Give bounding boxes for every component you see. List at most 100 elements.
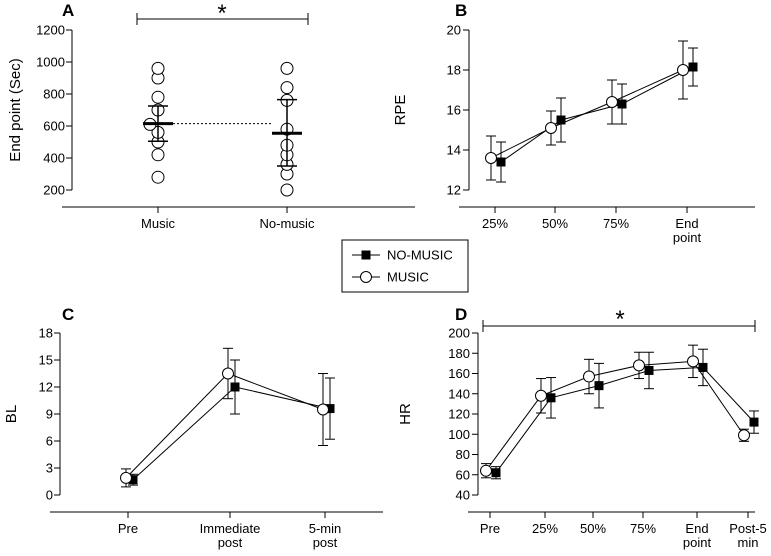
x-tick-label: Pre bbox=[118, 521, 138, 536]
data-point bbox=[633, 359, 645, 372]
data-point bbox=[280, 61, 294, 75]
series-line bbox=[125, 372, 324, 479]
data-point bbox=[491, 468, 501, 478]
series-no-music bbox=[128, 359, 335, 486]
y-tick-label: 14 bbox=[447, 143, 461, 158]
data-point bbox=[738, 429, 750, 442]
data-point bbox=[151, 170, 165, 184]
data-point bbox=[698, 362, 708, 372]
y-tick-label: 18 bbox=[39, 326, 53, 341]
y-tick-label: 15 bbox=[39, 353, 53, 368]
x-tick-label: 5-min post bbox=[309, 521, 342, 550]
panel-letter: B bbox=[455, 1, 467, 20]
x-tick-label: 50% bbox=[580, 521, 606, 536]
x-tick-label: 75% bbox=[630, 521, 656, 536]
data-point bbox=[749, 417, 759, 427]
y-tick-label: 200 bbox=[448, 326, 470, 341]
data-point bbox=[120, 471, 132, 484]
x-tick-label: Pre bbox=[480, 521, 500, 536]
y-tick-label: 6 bbox=[46, 434, 53, 449]
group-music bbox=[143, 61, 173, 184]
data-point bbox=[222, 367, 234, 380]
panel-b: B 12 14 16 18 20 RPE 25% 50% 75% End point bbox=[392, 1, 755, 245]
y-tick-label: 160 bbox=[448, 366, 470, 381]
series-no-music bbox=[491, 348, 759, 480]
y-tick-label: 180 bbox=[448, 346, 470, 361]
y-tick-label: 80 bbox=[456, 447, 470, 462]
legend-marker bbox=[361, 250, 371, 260]
series-line bbox=[495, 366, 755, 474]
legend-box bbox=[341, 239, 469, 293]
y-tick-label: 40 bbox=[456, 488, 470, 503]
x-tick-label: 75% bbox=[603, 216, 629, 231]
data-point bbox=[606, 96, 618, 108]
data-point bbox=[545, 122, 557, 134]
series-line bbox=[500, 66, 694, 163]
series-music bbox=[480, 344, 750, 479]
series-music bbox=[485, 40, 689, 181]
x-tick-label: 50% bbox=[542, 216, 568, 231]
legend-label: MUSIC bbox=[387, 270, 429, 285]
data-point bbox=[594, 381, 604, 391]
x-tick-label: 25% bbox=[482, 216, 508, 231]
data-point bbox=[677, 64, 689, 76]
panel-letter: C bbox=[62, 305, 74, 324]
data-point bbox=[280, 183, 294, 197]
y-axis-label: RPE bbox=[392, 95, 409, 126]
series-line bbox=[490, 69, 684, 159]
y-tick-label: 140 bbox=[448, 386, 470, 401]
significance-star: * bbox=[217, 0, 226, 27]
group-no-music bbox=[272, 61, 302, 197]
data-point bbox=[480, 464, 492, 477]
y-tick-label: 20 bbox=[447, 23, 461, 38]
x-tick-label: Music bbox=[141, 216, 175, 231]
series-music bbox=[120, 347, 329, 488]
panel-letter: D bbox=[455, 305, 467, 324]
y-tick-label: 60 bbox=[456, 467, 470, 482]
data-point bbox=[317, 403, 329, 416]
data-point bbox=[583, 370, 595, 383]
data-point bbox=[230, 382, 240, 392]
y-tick-label: 100 bbox=[448, 427, 470, 442]
y-tick-label: 400 bbox=[43, 151, 65, 166]
data-point bbox=[280, 81, 294, 95]
y-tick-label: 800 bbox=[43, 87, 65, 102]
legend-label: NO-MUSIC bbox=[387, 248, 453, 263]
x-tick-label: No-music bbox=[260, 216, 315, 231]
data-point bbox=[688, 62, 698, 72]
y-axis-label: BL bbox=[3, 405, 20, 423]
data-point bbox=[151, 61, 165, 75]
y-tick-label: 1200 bbox=[36, 23, 65, 38]
y-axis-label: HR bbox=[397, 403, 414, 425]
y-tick-label: 200 bbox=[43, 183, 65, 198]
series-line bbox=[485, 360, 745, 471]
series-no-music bbox=[496, 47, 698, 183]
x-tick-label: End point bbox=[683, 521, 712, 550]
x-tick-label: 25% bbox=[532, 521, 558, 536]
y-tick-label: 0 bbox=[46, 488, 53, 503]
significance-star: * bbox=[615, 306, 624, 333]
legend: NO-MUSIC MUSIC bbox=[341, 239, 469, 293]
panel-letter: A bbox=[62, 1, 74, 20]
data-point bbox=[496, 157, 506, 167]
panel-d: D 40 60 80 100 120 140 160 180 200 HR Pre 25% 50% 75% E… bbox=[397, 305, 767, 550]
x-tick-label: Post-5 min bbox=[729, 521, 767, 550]
y-axis-label: End point (Sec) bbox=[7, 58, 24, 161]
y-tick-label: 12 bbox=[39, 380, 53, 395]
y-tick-label: 9 bbox=[46, 407, 53, 422]
x-tick-label: End point bbox=[673, 216, 702, 245]
data-point bbox=[151, 90, 165, 104]
y-tick-label: 16 bbox=[447, 103, 461, 118]
data-point bbox=[644, 365, 654, 375]
panel-a: A 200 400 600 800 1000 1200 End point (Sec) Musi… bbox=[7, 0, 415, 231]
data-point bbox=[151, 148, 165, 162]
y-tick-label: 12 bbox=[447, 183, 461, 198]
y-tick-label: 3 bbox=[46, 461, 53, 476]
legend-marker bbox=[360, 271, 372, 283]
data-point bbox=[535, 389, 547, 402]
data-point bbox=[485, 152, 497, 164]
data-point bbox=[546, 393, 556, 403]
y-tick-label: 120 bbox=[448, 407, 470, 422]
y-tick-label: 600 bbox=[43, 119, 65, 134]
